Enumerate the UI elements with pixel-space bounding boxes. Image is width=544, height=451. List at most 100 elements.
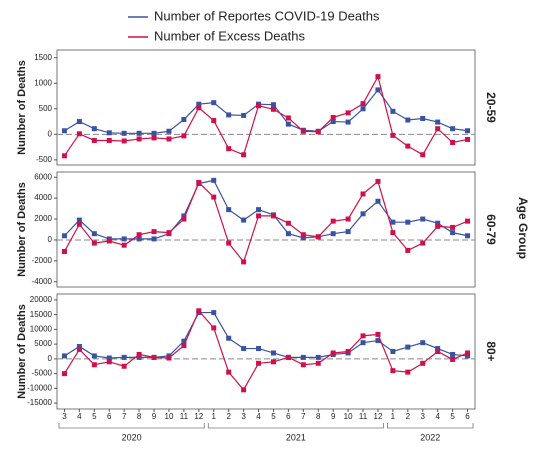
point <box>91 126 97 132</box>
point <box>166 136 172 142</box>
plot-frame <box>56 49 476 166</box>
y-tick-label: 5000 <box>34 339 52 348</box>
point <box>121 242 127 248</box>
x-tick-label: 4 <box>256 412 261 421</box>
point <box>405 143 411 149</box>
x-tick-label: 4 <box>77 412 82 421</box>
point <box>121 236 127 242</box>
y-tick-label: 1000 <box>34 78 52 87</box>
point <box>360 333 366 339</box>
y-tick-label: 0 <box>48 354 53 363</box>
point <box>465 218 471 224</box>
point <box>345 216 351 222</box>
point <box>256 103 262 109</box>
point <box>211 310 217 316</box>
point <box>151 236 157 242</box>
point <box>106 130 112 136</box>
x-tick-label: 6 <box>107 412 112 421</box>
point <box>435 346 441 352</box>
point <box>360 340 366 346</box>
point <box>450 126 456 132</box>
point <box>196 179 202 185</box>
point <box>330 119 336 125</box>
point <box>241 259 247 265</box>
point <box>76 119 82 125</box>
point <box>465 233 471 239</box>
point <box>405 117 411 123</box>
point <box>211 100 217 106</box>
point <box>151 135 157 141</box>
point <box>360 101 366 107</box>
point <box>405 369 411 375</box>
point <box>61 233 67 239</box>
point <box>435 349 441 354</box>
point <box>435 119 441 125</box>
point <box>166 355 172 361</box>
year-label: 2021 <box>286 432 306 442</box>
point <box>330 350 336 356</box>
point <box>136 130 142 136</box>
point <box>375 87 381 93</box>
point <box>211 118 217 124</box>
point <box>196 101 202 107</box>
point <box>420 240 426 246</box>
point <box>256 207 262 213</box>
legend-label: Number of Reportes COVID-19 Deaths <box>154 8 380 23</box>
year-label: 2022 <box>420 432 440 442</box>
point <box>241 217 247 223</box>
series-line <box>63 180 468 264</box>
point <box>315 129 321 135</box>
plot-frame <box>56 293 476 410</box>
point <box>121 130 127 136</box>
point <box>270 102 276 108</box>
point <box>121 363 127 369</box>
point <box>450 351 456 357</box>
point <box>315 234 321 240</box>
point <box>151 130 157 136</box>
point <box>241 152 247 158</box>
year-bracket <box>387 423 474 429</box>
point <box>315 360 321 366</box>
point <box>91 240 97 246</box>
point <box>211 177 217 183</box>
x-tick-label: 10 <box>165 412 174 421</box>
x-tick-label: 5 <box>450 412 455 421</box>
point <box>106 238 112 244</box>
point <box>450 230 456 236</box>
x-tick-label: 11 <box>180 412 189 421</box>
point <box>256 346 262 352</box>
x-tick-label: 6 <box>465 412 470 421</box>
y-tick-label: 1500 <box>34 53 52 62</box>
point <box>121 138 127 144</box>
point <box>241 112 247 118</box>
series-line <box>64 88 468 134</box>
point <box>300 354 306 360</box>
point <box>256 213 262 219</box>
point <box>136 351 142 357</box>
point <box>420 340 426 346</box>
x-tick-label: 3 <box>241 412 246 421</box>
year-label: 2020 <box>122 432 142 442</box>
y-axis-label: Number of Deaths <box>16 182 28 277</box>
point <box>181 343 187 349</box>
point <box>345 110 351 116</box>
point <box>390 230 396 236</box>
point <box>226 240 232 246</box>
point <box>136 354 142 360</box>
point <box>61 128 67 134</box>
x-tick-label: 4 <box>435 412 440 421</box>
point <box>435 126 441 132</box>
y-tick-label: 500 <box>39 104 53 113</box>
point <box>181 117 187 123</box>
point <box>390 368 396 374</box>
point <box>345 119 351 125</box>
x-tick-label: 3 <box>421 412 426 421</box>
point <box>61 353 67 359</box>
point <box>375 198 381 204</box>
y-axis-label: Number of Deaths <box>16 60 28 155</box>
x-tick-label: 12 <box>374 412 383 421</box>
x-tick-label: 5 <box>92 412 97 421</box>
panel-label: 20-59 <box>484 92 498 123</box>
point <box>61 248 67 254</box>
